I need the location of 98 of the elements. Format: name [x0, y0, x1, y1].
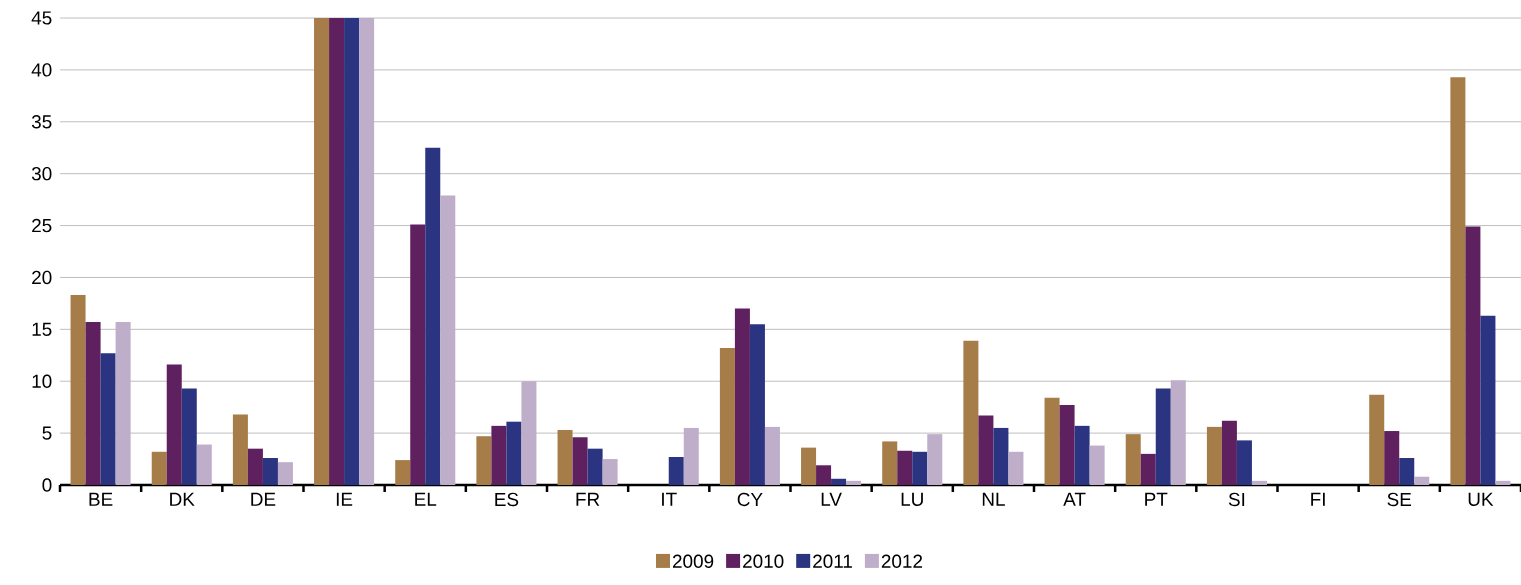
- y-tick-label: 35: [31, 115, 52, 129]
- bar: [196, 444, 212, 485]
- x-tick-label: ES: [495, 492, 519, 507]
- bar: [410, 224, 426, 485]
- bar: [1008, 451, 1024, 485]
- bar: [166, 364, 182, 485]
- bar: [668, 456, 684, 485]
- bar: [277, 462, 293, 485]
- x-tick-label: LV: [821, 492, 842, 506]
- bar: [1155, 388, 1171, 485]
- bar: [719, 348, 735, 485]
- bar: [816, 465, 832, 485]
- y-tick-label: 25: [32, 218, 52, 233]
- x-tick-label: SE: [1387, 492, 1412, 507]
- bar: [181, 388, 197, 485]
- bar: [491, 425, 507, 485]
- bar: [151, 451, 167, 485]
- x-tick-label: IT: [662, 492, 677, 506]
- x-tick-label: FI: [1311, 492, 1325, 506]
- bar: [262, 458, 278, 485]
- bar: [831, 478, 847, 485]
- bar: [1074, 425, 1090, 485]
- bar: [801, 447, 817, 485]
- bar: [764, 426, 780, 485]
- legend-label: 2009: [672, 554, 714, 568]
- bar: [1495, 480, 1511, 485]
- x-tick-label: IE: [336, 492, 353, 506]
- x-tick-label: DE: [251, 492, 276, 506]
- bar: [749, 324, 765, 485]
- bar: [521, 381, 537, 485]
- x-tick-label: PT: [1145, 492, 1168, 506]
- bar: [897, 450, 913, 485]
- bar: [314, 18, 330, 485]
- bar: [247, 448, 263, 485]
- x-tick-label: EL: [415, 492, 437, 506]
- x-tick-label: BE: [89, 492, 113, 506]
- bar: [85, 322, 101, 485]
- bar: [329, 18, 345, 485]
- bar: [1221, 420, 1237, 485]
- x-tick-label: FR: [576, 492, 600, 506]
- bar: [100, 353, 116, 485]
- bar: [1450, 77, 1466, 485]
- bar: [1384, 431, 1400, 485]
- bar: [1480, 315, 1496, 485]
- bar: [1369, 394, 1385, 485]
- y-tick-label: 5: [42, 426, 52, 440]
- legend-label: 2011: [813, 554, 852, 568]
- bar: [882, 441, 898, 485]
- bar: [115, 322, 131, 485]
- x-tick-label: SI: [1228, 492, 1245, 507]
- y-tick-label: 0: [42, 478, 52, 492]
- bar: [557, 430, 573, 485]
- bar: [1089, 445, 1105, 485]
- bar: [344, 18, 360, 485]
- x-tick-label: UK: [1468, 492, 1494, 506]
- y-tick-label: 30: [31, 166, 52, 181]
- bar: [506, 421, 522, 485]
- bar: [1059, 405, 1075, 485]
- bar: [1140, 453, 1156, 485]
- bar: [395, 460, 411, 485]
- bar: [1251, 480, 1267, 485]
- y-tick-label: 15: [32, 322, 52, 336]
- y-tick-label: 10: [32, 374, 52, 388]
- bar: [232, 414, 248, 485]
- y-tick-label: 40: [31, 63, 52, 77]
- x-tick-label: LU: [901, 492, 923, 506]
- legend-label: 2012: [881, 554, 923, 568]
- y-tick-label: 45: [31, 11, 52, 25]
- bar: [1399, 458, 1415, 485]
- bar: [70, 295, 86, 485]
- y-tick-label: 20: [32, 270, 52, 285]
- bar: [683, 427, 699, 485]
- bar: [1044, 397, 1060, 485]
- bar: [440, 195, 456, 485]
- x-tick-label: DK: [170, 492, 195, 506]
- bar: [1206, 426, 1222, 485]
- x-tick-label: CY: [737, 492, 763, 507]
- x-tick-label: AT: [1063, 492, 1086, 506]
- bar: [1465, 226, 1481, 485]
- bar: [993, 427, 1009, 485]
- bar: [572, 437, 588, 485]
- bar: [1125, 434, 1141, 485]
- x-tick-label: NL: [982, 492, 1005, 506]
- bar: [912, 451, 928, 485]
- bar: [587, 448, 603, 485]
- bar: [978, 415, 994, 485]
- bar: [846, 480, 862, 485]
- bar: [963, 340, 979, 485]
- bar: [476, 436, 492, 485]
- bar: [359, 18, 375, 485]
- bar: [1414, 476, 1430, 485]
- bar: [1236, 440, 1252, 485]
- bar: [425, 147, 441, 485]
- bar: [734, 308, 750, 485]
- bar: [602, 459, 618, 485]
- bar: [927, 434, 943, 485]
- legend-label: 2010: [743, 554, 784, 568]
- bar: [1170, 380, 1186, 485]
